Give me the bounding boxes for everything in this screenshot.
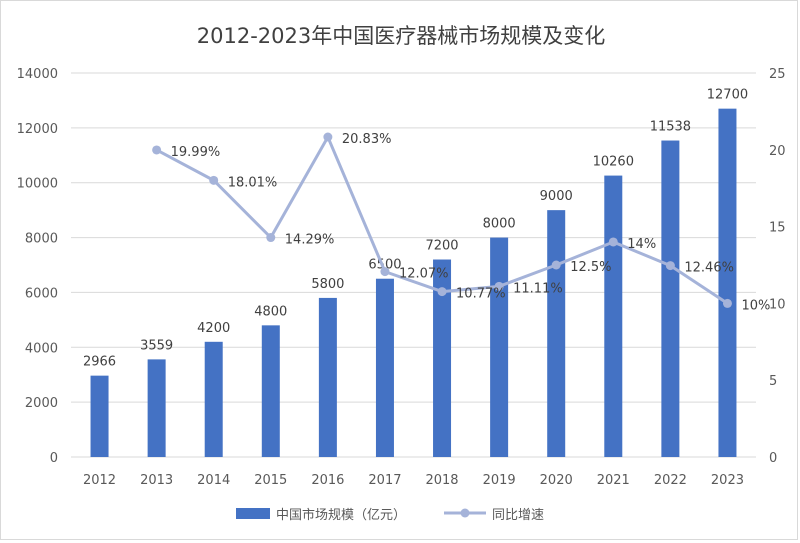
x-axis-ticks: 2012 2013 2014 2015 2016 2017 2018 2019 2020 2021… xyxy=(83,473,744,488)
x-tick-label: 2016 xyxy=(311,473,344,488)
line-data-labels: 19.99% 18.01% 14.29% 20.83% 12.07% 10.77% 11.1… xyxy=(171,132,771,313)
left-tick-label: 2000 xyxy=(25,396,58,411)
line-series xyxy=(152,132,732,308)
bar-value-label: 12700 xyxy=(707,88,748,103)
left-tick-label: 4000 xyxy=(25,341,58,356)
line-value-label: 12.5% xyxy=(570,260,611,275)
bar xyxy=(90,375,109,457)
left-tick-label: 8000 xyxy=(25,232,58,247)
line-value-label: 18.01% xyxy=(228,175,278,190)
line-point xyxy=(266,233,276,243)
line-value-label: 12.07% xyxy=(399,267,449,282)
line-point xyxy=(665,261,675,271)
legend-bar-swatch xyxy=(236,508,270,519)
left-axis-ticks: 0 2000 4000 6000 8000 10000 12000 14000 xyxy=(17,67,58,466)
chart-title: 2012-2023年中国医疗器械市场规模及变化 xyxy=(197,24,605,48)
bar-value-label: 4200 xyxy=(197,321,230,336)
line-point xyxy=(323,132,333,142)
left-tick-label: 12000 xyxy=(17,122,58,137)
legend-line-label: 同比增速 xyxy=(492,508,544,523)
bar xyxy=(661,140,680,457)
bar-value-label: 6500 xyxy=(368,258,401,273)
right-tick-label: 5 xyxy=(769,374,777,389)
left-tick-label: 14000 xyxy=(17,67,58,82)
bar xyxy=(604,175,623,457)
bar-value-label: 10260 xyxy=(593,155,634,170)
bar-value-label: 9000 xyxy=(540,189,573,204)
line-point xyxy=(152,145,162,155)
bar-value-label: 5800 xyxy=(311,277,344,292)
bar-series xyxy=(90,108,737,458)
right-tick-label: 20 xyxy=(769,144,786,159)
line-point xyxy=(494,281,504,291)
x-tick-label: 2018 xyxy=(425,473,458,488)
left-tick-label: 10000 xyxy=(17,177,58,192)
bar-value-label: 4800 xyxy=(254,304,287,319)
x-tick-label: 2021 xyxy=(597,473,630,488)
left-tick-label: 6000 xyxy=(25,286,58,301)
line-value-label: 10.77% xyxy=(456,287,506,302)
line-point xyxy=(722,298,732,308)
x-tick-label: 2019 xyxy=(483,473,516,488)
bar xyxy=(718,108,737,458)
bar xyxy=(375,278,394,457)
bar xyxy=(433,259,452,457)
right-tick-label: 0 xyxy=(769,451,777,466)
x-tick-label: 2015 xyxy=(254,473,287,488)
line-value-label: 11.11% xyxy=(513,281,563,296)
legend-line-marker xyxy=(460,508,470,518)
grid-lines xyxy=(71,72,756,458)
bar xyxy=(490,237,509,457)
line-point xyxy=(209,175,219,185)
bar xyxy=(318,297,337,457)
bar xyxy=(261,325,280,457)
right-tick-label: 15 xyxy=(769,221,786,236)
bar xyxy=(204,341,223,457)
x-tick-label: 2023 xyxy=(711,473,744,488)
line-point xyxy=(437,287,447,297)
right-tick-label: 10 xyxy=(769,297,786,312)
x-tick-label: 2012 xyxy=(83,473,116,488)
right-tick-label: 25 xyxy=(769,67,786,82)
legend: 中国市场规模（亿元） 同比增速 xyxy=(236,507,544,523)
bar-data-labels: 2966 3559 4200 4800 5800 6500 7200 8000 9000 1026… xyxy=(83,88,748,370)
x-tick-label: 2020 xyxy=(540,473,573,488)
line-value-label: 14.29% xyxy=(285,233,335,248)
bar xyxy=(547,210,566,457)
line-value-label: 20.83% xyxy=(342,132,392,147)
x-tick-label: 2022 xyxy=(654,473,687,488)
line-value-label: 14% xyxy=(627,237,656,252)
bar-value-label: 3559 xyxy=(140,338,173,353)
bar-value-label: 11538 xyxy=(650,120,691,135)
legend-bar-label: 中国市场规模（亿元） xyxy=(276,507,406,523)
line-value-label: 19.99% xyxy=(171,145,221,160)
line-point xyxy=(608,237,618,247)
right-axis-ticks: 0 5 10 15 20 25 xyxy=(769,67,786,466)
bar-value-label: 2966 xyxy=(83,355,116,370)
x-tick-label: 2013 xyxy=(140,473,173,488)
x-tick-label: 2017 xyxy=(368,473,401,488)
line-point xyxy=(551,260,561,270)
bar xyxy=(147,359,166,457)
left-tick-label: 0 xyxy=(50,451,58,466)
line-value-label: 12.46% xyxy=(684,261,734,276)
bar-value-label: 8000 xyxy=(483,217,516,232)
bar-value-label: 7200 xyxy=(425,239,458,254)
line-point xyxy=(380,267,390,277)
line-value-label: 10% xyxy=(741,298,770,313)
x-tick-label: 2014 xyxy=(197,473,230,488)
